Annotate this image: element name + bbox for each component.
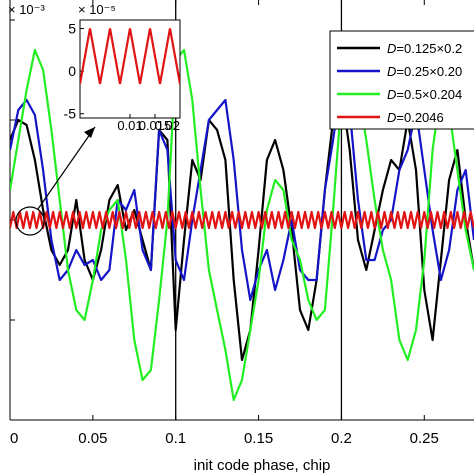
x-axis-label: init code phase, chip [194,457,331,474]
inset-series-line [80,28,180,85]
inset-exponent-label: × 10⁻⁵ [78,2,116,17]
x-tick-label: 0 [10,430,18,447]
legend: D=0.125×0.2 D=0.25×0.20 D=0.5×0.204 D=0.204… [329,30,474,130]
x-tick-label: 0.25 [410,430,439,447]
series-group [10,48,474,402]
zoom-arrow [37,126,96,210]
x-tick-label: 0.1 [165,430,186,447]
x-tick-label: 0.05 [78,430,107,447]
x-tick-label: 0.2 [331,430,352,447]
inset-series [80,28,180,85]
legend-label: D=0.25×0.20 [387,64,462,79]
y-exponent-label: × 10⁻³ [8,2,46,17]
zoom-circle [15,206,45,236]
series-line [10,88,474,362]
series-line [10,210,474,230]
inset-y-tick-label: -5 [64,106,77,122]
inset-frame [79,19,181,119]
x-ticks: 0 0.05 0.1 0.15 0.2 0.25 [9,0,439,447]
zoom-annotation [15,126,96,236]
legend-label: D=0.2046 [387,110,444,125]
inset-x-tick-label: 0.01 [117,118,142,133]
inset-y-tick-label: 5 [68,21,76,37]
series-line [10,48,474,402]
legend-label: D=0.125×0.2 [387,41,462,56]
inset-x-tick-label: 0.015 [139,118,172,133]
zoom-arrowhead [84,127,95,138]
inset-x-tick-label: 0.02 [155,118,180,133]
inset-y-tick-label: 0 [68,63,76,79]
series-line [10,78,474,302]
x-tick-label: 0.15 [244,430,273,447]
reference-lines [175,0,343,420]
legend-label: D=0.5×0.204 [387,87,462,102]
